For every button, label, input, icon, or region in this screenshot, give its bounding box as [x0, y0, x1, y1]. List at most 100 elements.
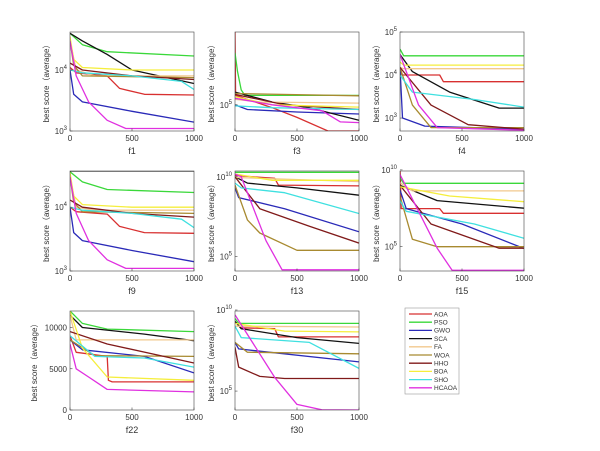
y-axis-label: best score（average）	[42, 41, 51, 123]
legend-label: GWO	[434, 328, 450, 335]
tick-exponent: 4	[394, 70, 398, 76]
y-tick-label: 105	[220, 386, 233, 396]
series-FA-f4	[400, 66, 524, 70]
series-FA-f13	[235, 176, 359, 183]
x-tick-label: 1000	[515, 134, 533, 143]
legend-item-SHO: SHO	[409, 377, 448, 384]
series-SHO-f30	[235, 325, 359, 369]
tick-exponent: 5	[394, 27, 398, 33]
series-SHO-f9	[70, 206, 194, 229]
legend-item-HCAOA: HCAOA	[409, 385, 458, 392]
tick-exponent: 10	[225, 305, 232, 311]
legend-label: PSO	[434, 320, 448, 327]
y-tick-label: 5000	[49, 365, 67, 374]
legend-item-BOA: BOA	[409, 369, 448, 376]
x-tick-label: 500	[125, 274, 139, 283]
tick-base: 10	[220, 101, 229, 110]
x-tick-label: 500	[290, 413, 304, 422]
legend-item-GWO: GWO	[409, 328, 450, 335]
y-tick-label: 103	[55, 266, 68, 276]
series-SHO-f15	[400, 200, 524, 239]
series-WOA-f3	[235, 92, 359, 97]
series-GWO-f1	[70, 69, 194, 123]
x-tick-label: 500	[455, 134, 469, 143]
legend-label: FA	[434, 344, 443, 351]
series-HHO-f15	[400, 184, 524, 249]
y-axis-label: best score（average）	[207, 41, 216, 123]
series-HCAOA-f3	[235, 97, 359, 124]
x-axis-label: f3	[293, 146, 301, 156]
series-BOA-f15	[400, 186, 524, 203]
series-BOA-f22	[70, 311, 194, 381]
y-tick-label: 103	[385, 113, 398, 123]
x-tick-label: 1000	[350, 413, 368, 422]
series-PSO-f22	[70, 311, 194, 333]
subplot-f3: 0 500 1000 105 f3 best score（average）	[207, 31, 368, 156]
x-tick-label: 0	[68, 274, 73, 283]
legend-item-SCA: SCA	[409, 336, 448, 343]
legend-label: WOA	[434, 352, 450, 359]
series-PSO-f3	[235, 52, 359, 97]
tick-base: 10	[55, 203, 64, 212]
y-tick-label: 105	[385, 242, 398, 252]
legend-box	[404, 307, 460, 395]
series-SCA-f1	[70, 32, 194, 85]
tick-exponent: 5	[394, 242, 398, 248]
series-HCAOA-f13	[235, 173, 359, 271]
series-SHO-f22	[70, 335, 194, 368]
series-HCAOA-f30	[235, 314, 359, 410]
legend-label: SHO	[434, 377, 448, 384]
tick-exponent: 4	[64, 65, 68, 71]
tick-exponent: 3	[64, 266, 68, 272]
series-HCAOA-f1	[70, 40, 194, 130]
y-tick-label: 105	[220, 100, 233, 110]
legend-label: SCA	[434, 336, 448, 343]
tick-base: 10	[385, 28, 394, 37]
y-tick-label: 104	[385, 70, 398, 80]
tick-exponent: 4	[64, 202, 68, 208]
tick-exponent: 5	[229, 100, 233, 106]
series-WOA-f4	[400, 67, 524, 129]
x-tick-label: 1000	[350, 134, 368, 143]
tick-base: 10	[381, 166, 390, 175]
series-HHO-f9	[70, 199, 194, 218]
series-BOA-f13	[235, 173, 359, 181]
x-axis-label: f1	[128, 146, 136, 156]
x-tick-label: 0	[398, 274, 403, 283]
y-tick-label: 0	[63, 406, 68, 415]
tick-base: 10	[220, 253, 229, 262]
y-tick-label: 1010	[216, 172, 232, 182]
x-tick-label: 1000	[350, 274, 368, 283]
series-HCAOA-f9	[70, 176, 194, 270]
series-HCAOA-f4	[400, 54, 524, 131]
series-AOA-f15	[400, 171, 524, 214]
tick-base: 10	[216, 306, 225, 315]
x-tick-label: 0	[68, 413, 73, 422]
series-HCAOA-f22	[70, 343, 194, 393]
y-axis-label: best score（average）	[42, 180, 51, 262]
series-PSO-f15	[400, 177, 524, 184]
series-AOA-f22	[70, 335, 194, 383]
series-WOA-f30	[235, 341, 359, 355]
y-tick-label: 1010	[381, 165, 397, 175]
series-SHO-f3	[235, 105, 359, 111]
series-HHO-f1	[70, 62, 194, 81]
y-tick-label: 105	[385, 27, 398, 37]
x-axis-label: f30	[291, 425, 304, 435]
x-tick-label: 500	[455, 274, 469, 283]
axes-box	[69, 170, 195, 272]
tick-base: 10	[55, 127, 64, 136]
x-axis-label: f4	[458, 146, 466, 156]
series-PSO-f9	[70, 171, 194, 194]
y-axis-label: best score（average）	[207, 180, 216, 262]
legend-label: BOA	[434, 369, 448, 376]
series-FA-f22	[70, 314, 194, 341]
tick-base: 10	[385, 114, 394, 123]
axes-box	[69, 310, 195, 411]
